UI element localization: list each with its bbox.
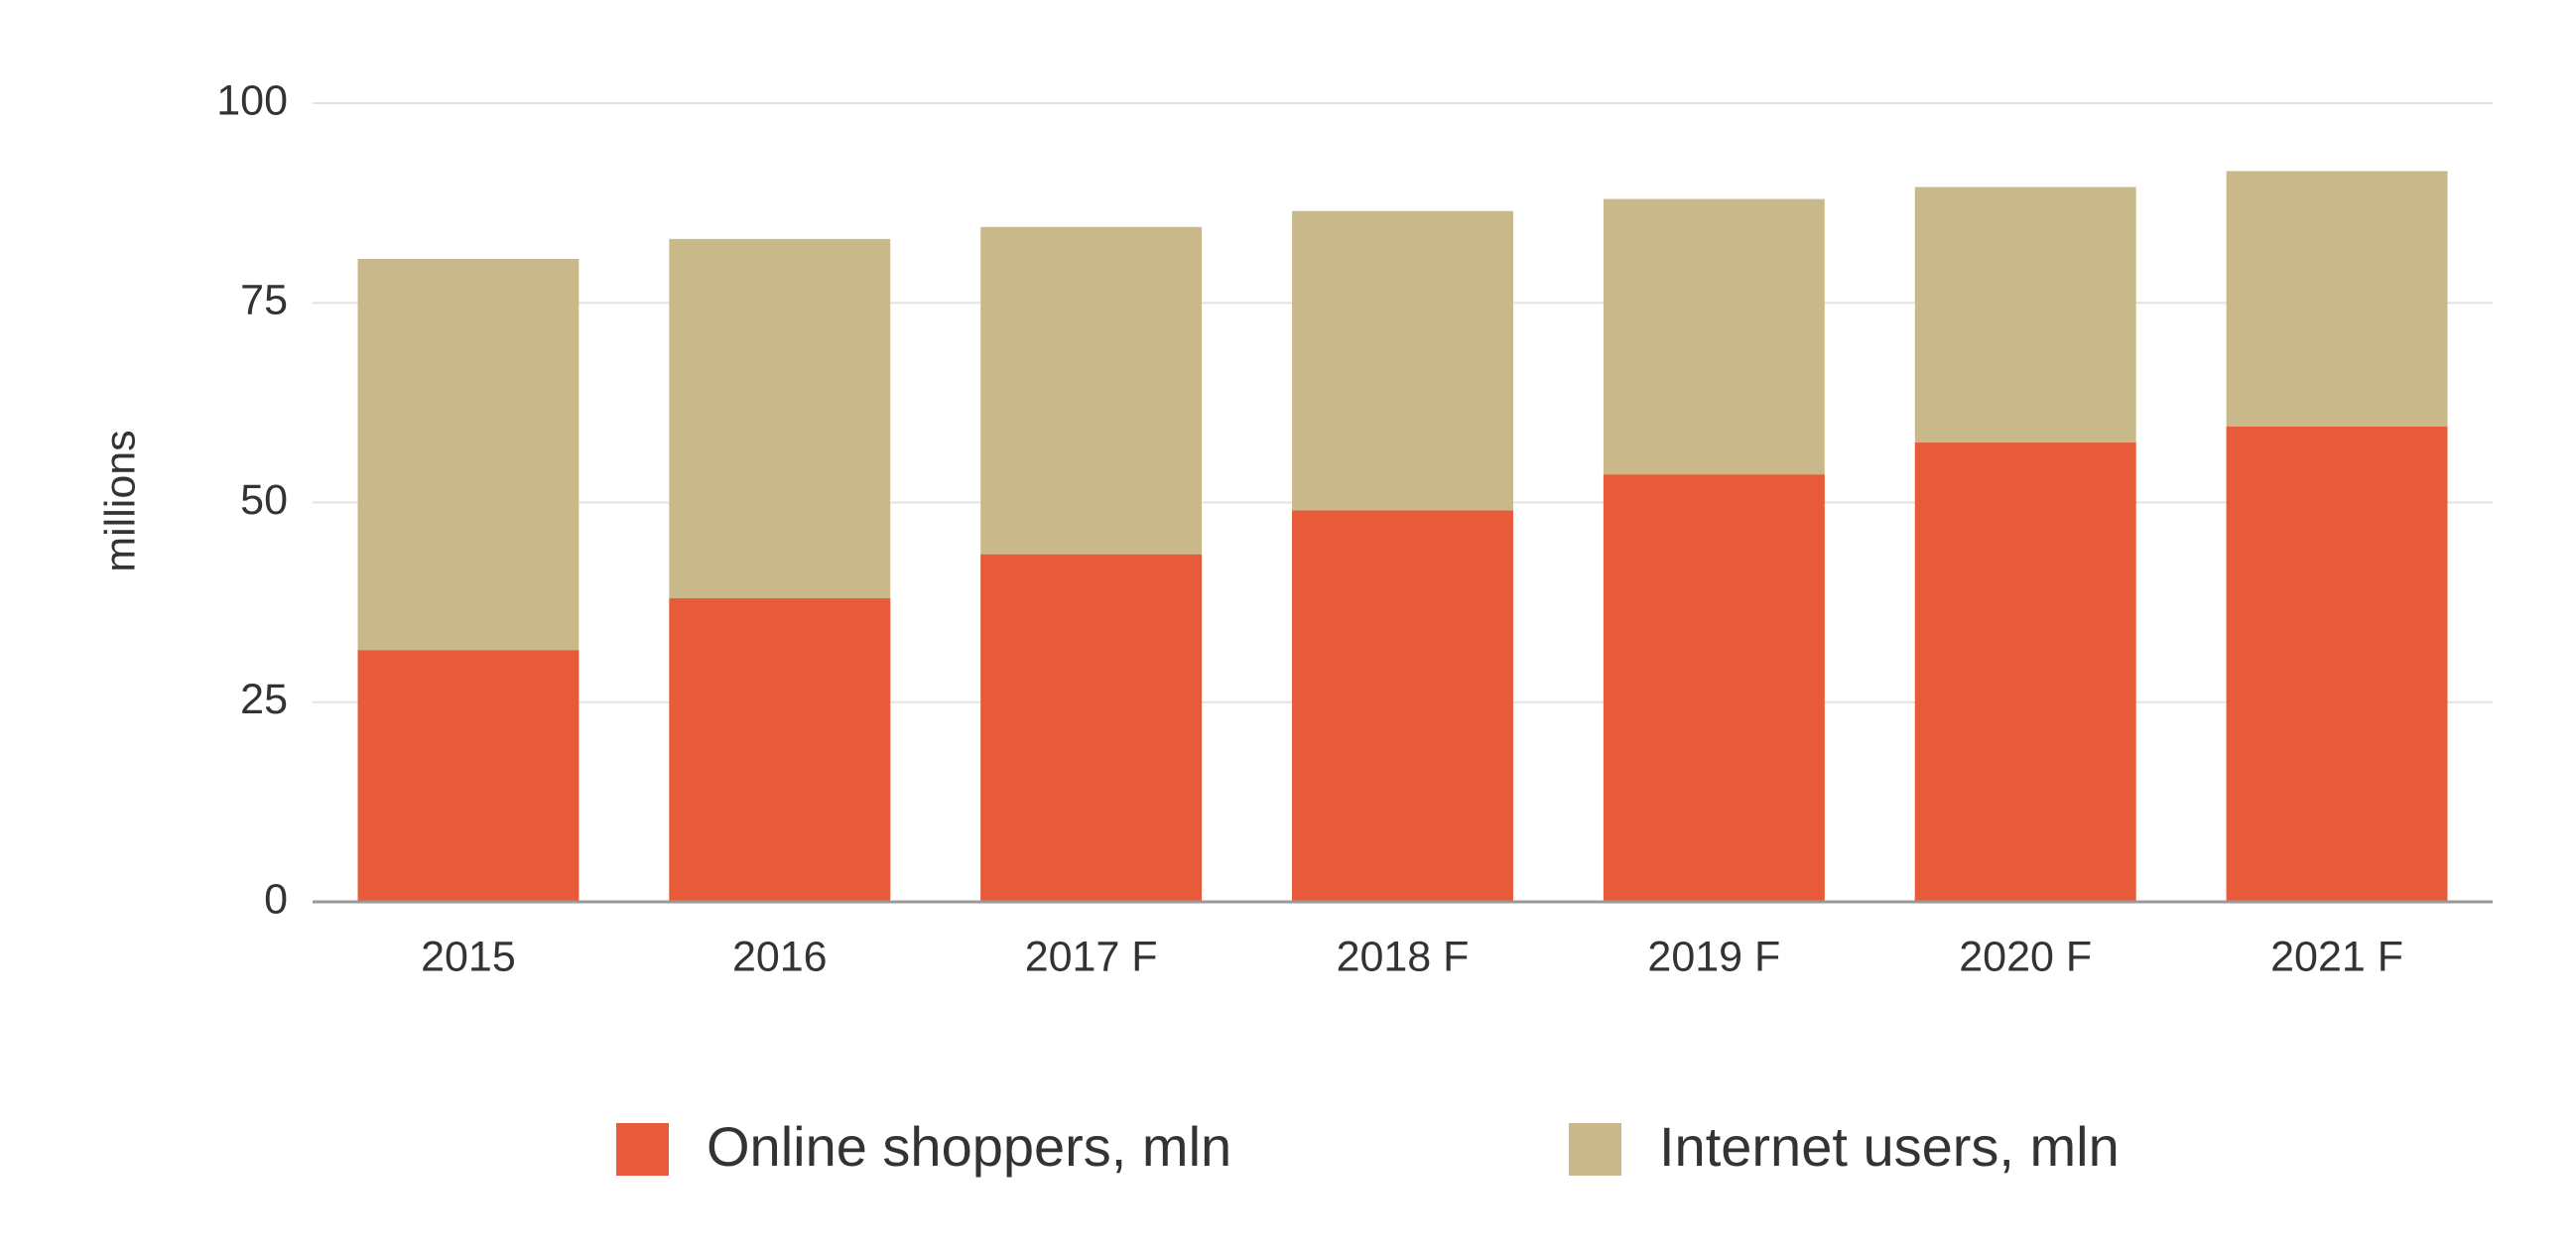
bar (980, 554, 1203, 902)
bar (357, 650, 580, 902)
y-tick-label: 75 (240, 277, 288, 324)
bar (1603, 474, 1825, 902)
x-tick-label: 2015 (421, 933, 516, 980)
x-tick-label: 2016 (732, 933, 828, 980)
x-tick-label: 2018 F (1337, 933, 1470, 980)
legend-label: Online shoppers, mln (707, 1115, 1231, 1178)
legend-swatch (1569, 1123, 1621, 1176)
legend-label: Internet users, mln (1659, 1115, 2120, 1178)
y-tick-label: 50 (240, 476, 288, 524)
bar (1914, 442, 2136, 902)
x-tick-label: 2021 F (2270, 933, 2403, 980)
bar (669, 598, 891, 902)
legend-swatch (616, 1123, 669, 1176)
bar (2226, 427, 2448, 902)
y-tick-label: 100 (216, 76, 288, 124)
y-tick-label: 25 (240, 676, 288, 723)
bar (1292, 510, 1513, 902)
x-tick-label: 2017 F (1025, 933, 1158, 980)
x-tick-label: 2019 F (1647, 933, 1780, 980)
y-axis-label: millions (96, 430, 144, 571)
x-tick-label: 2020 F (1959, 933, 2092, 980)
y-tick-label: 0 (264, 875, 288, 923)
